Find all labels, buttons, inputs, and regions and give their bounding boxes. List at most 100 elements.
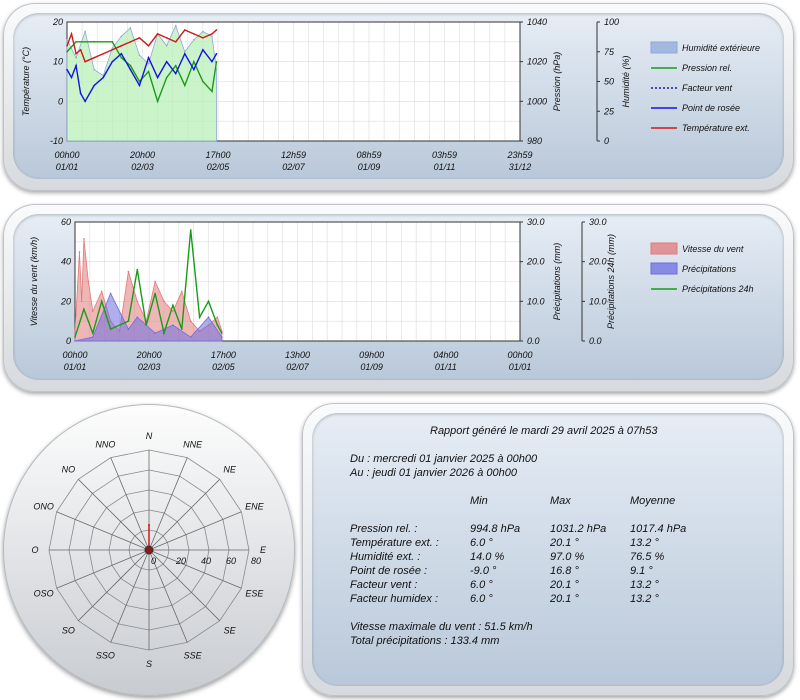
radar-spoke (110, 549, 150, 643)
radar-direction-label: SSE (184, 650, 203, 660)
data-point (120, 56, 123, 59)
y-right1-axis-label: Précipitations (mm) (552, 243, 562, 321)
data-point (129, 68, 132, 71)
x-tick-time-label: 03h59 (432, 150, 457, 160)
report-header-max: Max (550, 495, 571, 507)
data-point (66, 68, 68, 71)
x-tick-date-label: 31/12 (509, 162, 532, 172)
y-left-axis-label: Vitesse du vent (km/h) (29, 237, 39, 326)
data-point (138, 84, 141, 87)
data-point (138, 54, 141, 57)
data-point (198, 316, 201, 319)
data-point (215, 60, 218, 63)
report-row-min: 14.0 % (470, 551, 505, 563)
radar-radius-tick-label: 0 (151, 556, 156, 566)
report-row-avg: 13.2 ° (630, 579, 659, 591)
data-point (129, 41, 132, 43)
data-point (147, 45, 150, 47)
report-panel-inner (312, 413, 784, 686)
data-point (80, 300, 83, 303)
data-point (156, 100, 159, 103)
legend-swatch (650, 262, 678, 275)
x-tick-date-label: 01/01 (56, 162, 79, 172)
data-point (154, 280, 156, 283)
report-row-label: Facteur vent : (350, 579, 418, 591)
y-right1-tick-label: 20.0 (526, 257, 545, 267)
report-panel (302, 403, 794, 696)
y-right2-tick-label: 75 (604, 47, 615, 57)
report-row-max: 20.1 ° (550, 579, 579, 591)
x-tick-time-label: 20h00 (129, 150, 155, 160)
legend-swatch (650, 41, 678, 54)
radar-direction-label: ESE (245, 589, 264, 599)
data-point (136, 268, 139, 271)
data-point (84, 30, 86, 33)
x-tick-date-label: 01/09 (360, 362, 383, 372)
legend-label: Humidité extérieure (682, 43, 760, 53)
y-right1-tick-label: 980 (527, 136, 542, 146)
radar-spoke (78, 479, 150, 551)
radar-spoke (148, 549, 242, 589)
data-point (75, 52, 77, 55)
y-right1-axis-label: Pression (hPa) (552, 52, 562, 112)
data-point (93, 41, 95, 43)
data-point (70, 33, 73, 35)
data-point (156, 33, 159, 35)
data-point (75, 64, 77, 67)
data-point (165, 76, 168, 79)
radar-spoke (148, 549, 188, 643)
x-tick-time-label: 20h00 (136, 350, 162, 360)
y-right1-tick-label: 0.0 (527, 336, 540, 346)
radar-spoke (56, 549, 150, 589)
report-row-label: Humidité ext. : (350, 551, 421, 563)
legend-label: Pression rel. (682, 63, 732, 73)
data-point (221, 332, 223, 334)
data-point (183, 29, 186, 31)
radar-spoke (56, 511, 150, 551)
radar-spoke (148, 479, 220, 551)
x-tick-date-label: 01/11 (434, 162, 456, 172)
y-right2-tick-label: 50 (604, 77, 614, 87)
data-point (207, 316, 210, 319)
x-tick-time-label: 09h00 (359, 350, 384, 360)
radar-direction-label: NO (62, 464, 76, 474)
y-right2-tick-label: 25 (603, 106, 615, 116)
data-point (174, 24, 177, 27)
data-point (102, 52, 105, 55)
legend-label: Vitesse du vent (682, 244, 744, 254)
data-point (120, 52, 123, 55)
series-line (66, 29, 217, 63)
data-point (145, 324, 147, 326)
report-row-max: 97.0 % (550, 551, 585, 563)
data-point (100, 290, 103, 293)
data-point (138, 37, 141, 39)
data-point (79, 92, 82, 95)
legend-label: Point de rosée (682, 103, 740, 113)
legend-label: Précipitations (682, 264, 737, 274)
y-left-tick-label: 0 (58, 96, 63, 106)
x-tick-date-label: 02/05 (207, 162, 231, 172)
data-point (181, 328, 183, 330)
report-row-label: Pression rel. : (350, 523, 418, 535)
data-point (92, 310, 94, 313)
data-point (165, 37, 168, 39)
report-header-min: Min (470, 495, 488, 507)
data-point (154, 292, 156, 295)
x-tick-date-label: 02/05 (212, 362, 236, 372)
data-point (193, 33, 195, 35)
data-point (136, 300, 139, 303)
report-row-label: Point de rosée : (350, 565, 428, 577)
data-point (147, 70, 150, 73)
report-row-avg: 76.5 % (630, 551, 665, 563)
report-max-wind: Vitesse maximale du vent : 51.5 km/h (350, 621, 533, 633)
report-row-label: Facteur humidex : (350, 593, 439, 605)
data-point (181, 290, 183, 293)
data-point (83, 308, 85, 311)
report-row-avg: 1017.4 hPa (630, 523, 687, 535)
report-row-avg: 13.2 ° (630, 593, 659, 605)
data-point (129, 64, 132, 67)
data-point (70, 76, 73, 79)
data-point (211, 90, 213, 93)
radar-direction-label: E (260, 545, 267, 555)
data-point (202, 48, 204, 51)
